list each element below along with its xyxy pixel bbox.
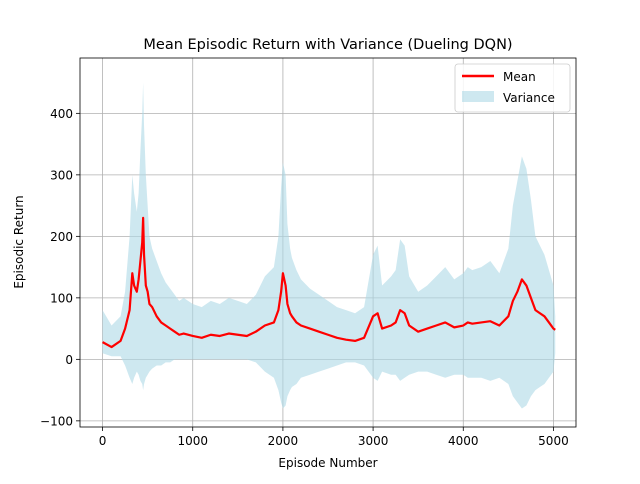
mean-line-group [102, 216, 556, 349]
x-axis-label: Episode Number [278, 456, 377, 470]
y-tick-label: 0 [65, 353, 73, 367]
x-tick-label: 5000 [538, 434, 569, 448]
chart-title: Mean Episodic Return with Variance (Duel… [143, 37, 512, 53]
y-tick-label: 400 [50, 107, 73, 121]
y-tick-label: 200 [50, 230, 73, 244]
y-axis-label: Episodic Return [12, 195, 26, 288]
legend-variance-label: Variance [503, 91, 555, 105]
legend-variance-swatch [462, 91, 494, 102]
x-tick-label: 1000 [177, 434, 208, 448]
y-tick-label: 300 [50, 168, 73, 182]
x-tick-label: 3000 [358, 434, 389, 448]
x-axis-ticks: 0 1000 2000 3000 4000 5000 [99, 427, 569, 448]
x-tick-label: 0 [99, 434, 107, 448]
variance-band-group [102, 82, 556, 409]
y-tick-label: 100 [50, 291, 73, 305]
variance-band [102, 82, 556, 409]
mean-series-line [102, 216, 556, 349]
y-axis-ticks: −100 0 100 200 300 400 [40, 107, 80, 428]
x-tick-label: 2000 [268, 434, 299, 448]
y-tick-label: −100 [40, 414, 73, 428]
legend: Mean Variance [454, 63, 571, 113]
legend-mean-label: Mean [503, 70, 536, 84]
x-tick-label: 4000 [448, 434, 479, 448]
plot-area-frame [79, 57, 577, 428]
